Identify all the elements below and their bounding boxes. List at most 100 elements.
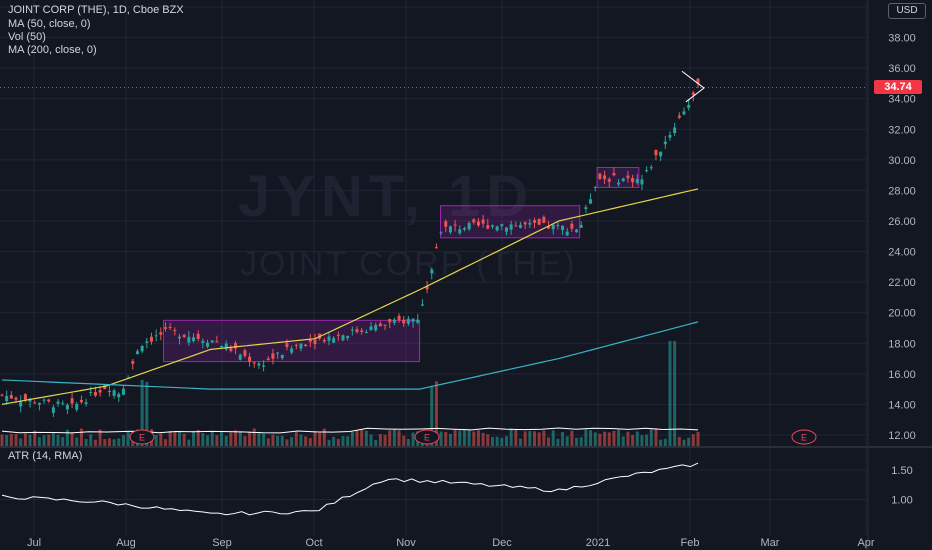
candle-body xyxy=(140,346,144,352)
currency-button[interactable]: USD xyxy=(888,3,926,19)
volume-bar xyxy=(47,434,51,446)
candle-body xyxy=(299,343,303,349)
volume-bar xyxy=(159,433,163,446)
candle-body xyxy=(135,351,139,355)
volume-bar xyxy=(182,433,186,446)
time-tick-label: Feb xyxy=(681,537,700,549)
candle-body xyxy=(369,326,373,331)
candle-body xyxy=(589,199,593,204)
candle-body xyxy=(89,391,93,393)
atr-line xyxy=(1,462,699,516)
earnings-marker xyxy=(414,429,440,445)
candle-body xyxy=(5,395,9,402)
time-tick-label: Dec xyxy=(492,537,512,549)
time-tick-label: Aug xyxy=(116,537,136,549)
candle-body xyxy=(673,127,677,134)
volume-bar xyxy=(112,439,116,446)
time-tick-label: 2021 xyxy=(586,537,610,549)
volume-bar xyxy=(28,434,32,446)
candle-body xyxy=(33,402,37,404)
time-tick-label: Oct xyxy=(305,537,322,549)
candle-body xyxy=(388,319,392,323)
candle-body xyxy=(280,354,284,359)
volume-bar xyxy=(640,435,644,446)
range-box xyxy=(439,205,581,239)
volume-bar xyxy=(33,430,37,446)
candle-body xyxy=(617,182,621,185)
volume-bar xyxy=(691,434,695,446)
candle-body xyxy=(28,398,32,402)
candle-body xyxy=(514,225,518,227)
volume-bar xyxy=(341,436,345,446)
candle-body xyxy=(378,323,382,327)
candle-body xyxy=(458,229,462,234)
candle-body xyxy=(201,340,205,343)
volume-bar xyxy=(14,434,18,446)
volume-bar xyxy=(397,430,401,446)
candle-body xyxy=(65,404,69,410)
time-tick-label: Apr xyxy=(857,537,874,549)
volume-bar xyxy=(383,434,387,446)
volume-bar xyxy=(392,429,396,446)
candle-body xyxy=(178,336,182,339)
volume-bar xyxy=(696,431,700,446)
axes: 12.00 14.00 16.00 18.00 20.00 22.00 24.00 26.00… xyxy=(27,2,916,549)
volume-bar xyxy=(458,430,462,446)
candle-body xyxy=(528,222,532,225)
candle-body xyxy=(332,338,336,343)
candle-body xyxy=(504,227,508,232)
candle-body xyxy=(645,170,649,172)
volume-bar xyxy=(514,429,518,446)
candle-body xyxy=(467,223,471,230)
candle-body xyxy=(402,319,406,324)
candle-body xyxy=(360,330,364,332)
candle-body xyxy=(607,178,611,182)
candle-body xyxy=(79,399,83,403)
candle-body xyxy=(696,78,700,84)
volume-bar xyxy=(453,429,457,446)
volume-bar xyxy=(378,434,382,446)
candle-body xyxy=(271,353,275,359)
price-tick-label: 34.00 xyxy=(888,94,916,106)
volume-bar xyxy=(504,436,508,446)
watermark-symbol: JYNT, 1D xyxy=(238,164,535,229)
candle-body xyxy=(621,178,625,182)
candle-body xyxy=(173,330,177,332)
time-tick-label: Mar xyxy=(761,537,780,549)
candle-body xyxy=(631,177,635,183)
candle-body xyxy=(551,224,555,230)
time-tick-label: Jul xyxy=(27,537,41,549)
volume-bar xyxy=(677,437,681,446)
volume-bar xyxy=(518,438,522,446)
volume-bar xyxy=(668,341,672,446)
volume-bar xyxy=(154,435,158,446)
candle-body xyxy=(220,345,224,348)
volume-bar xyxy=(444,432,448,446)
candle-body xyxy=(593,186,597,188)
volume-bar xyxy=(313,430,317,446)
volume-bar xyxy=(350,431,354,446)
candle-body xyxy=(556,225,560,227)
candle-body xyxy=(313,339,317,345)
candle-body xyxy=(163,327,167,329)
volume-bar xyxy=(500,437,504,446)
volume-bar xyxy=(556,438,560,446)
candle-body xyxy=(107,390,111,392)
volume-bar xyxy=(411,432,415,446)
volume-bar xyxy=(23,433,27,446)
volume-bar xyxy=(547,437,551,446)
atr-tick-label: 1.00 xyxy=(891,494,912,506)
candle-body xyxy=(252,362,256,364)
candle-body xyxy=(243,350,247,356)
volume-bar xyxy=(434,381,438,446)
candle-body xyxy=(687,104,691,108)
candle-body xyxy=(117,393,121,398)
volume-bar xyxy=(107,438,111,446)
atr-tick-label: 1.50 xyxy=(891,465,912,477)
volume-bar xyxy=(360,429,364,446)
volume-bar xyxy=(229,432,233,446)
volume-bar xyxy=(575,437,579,446)
volume-bar xyxy=(70,432,74,446)
